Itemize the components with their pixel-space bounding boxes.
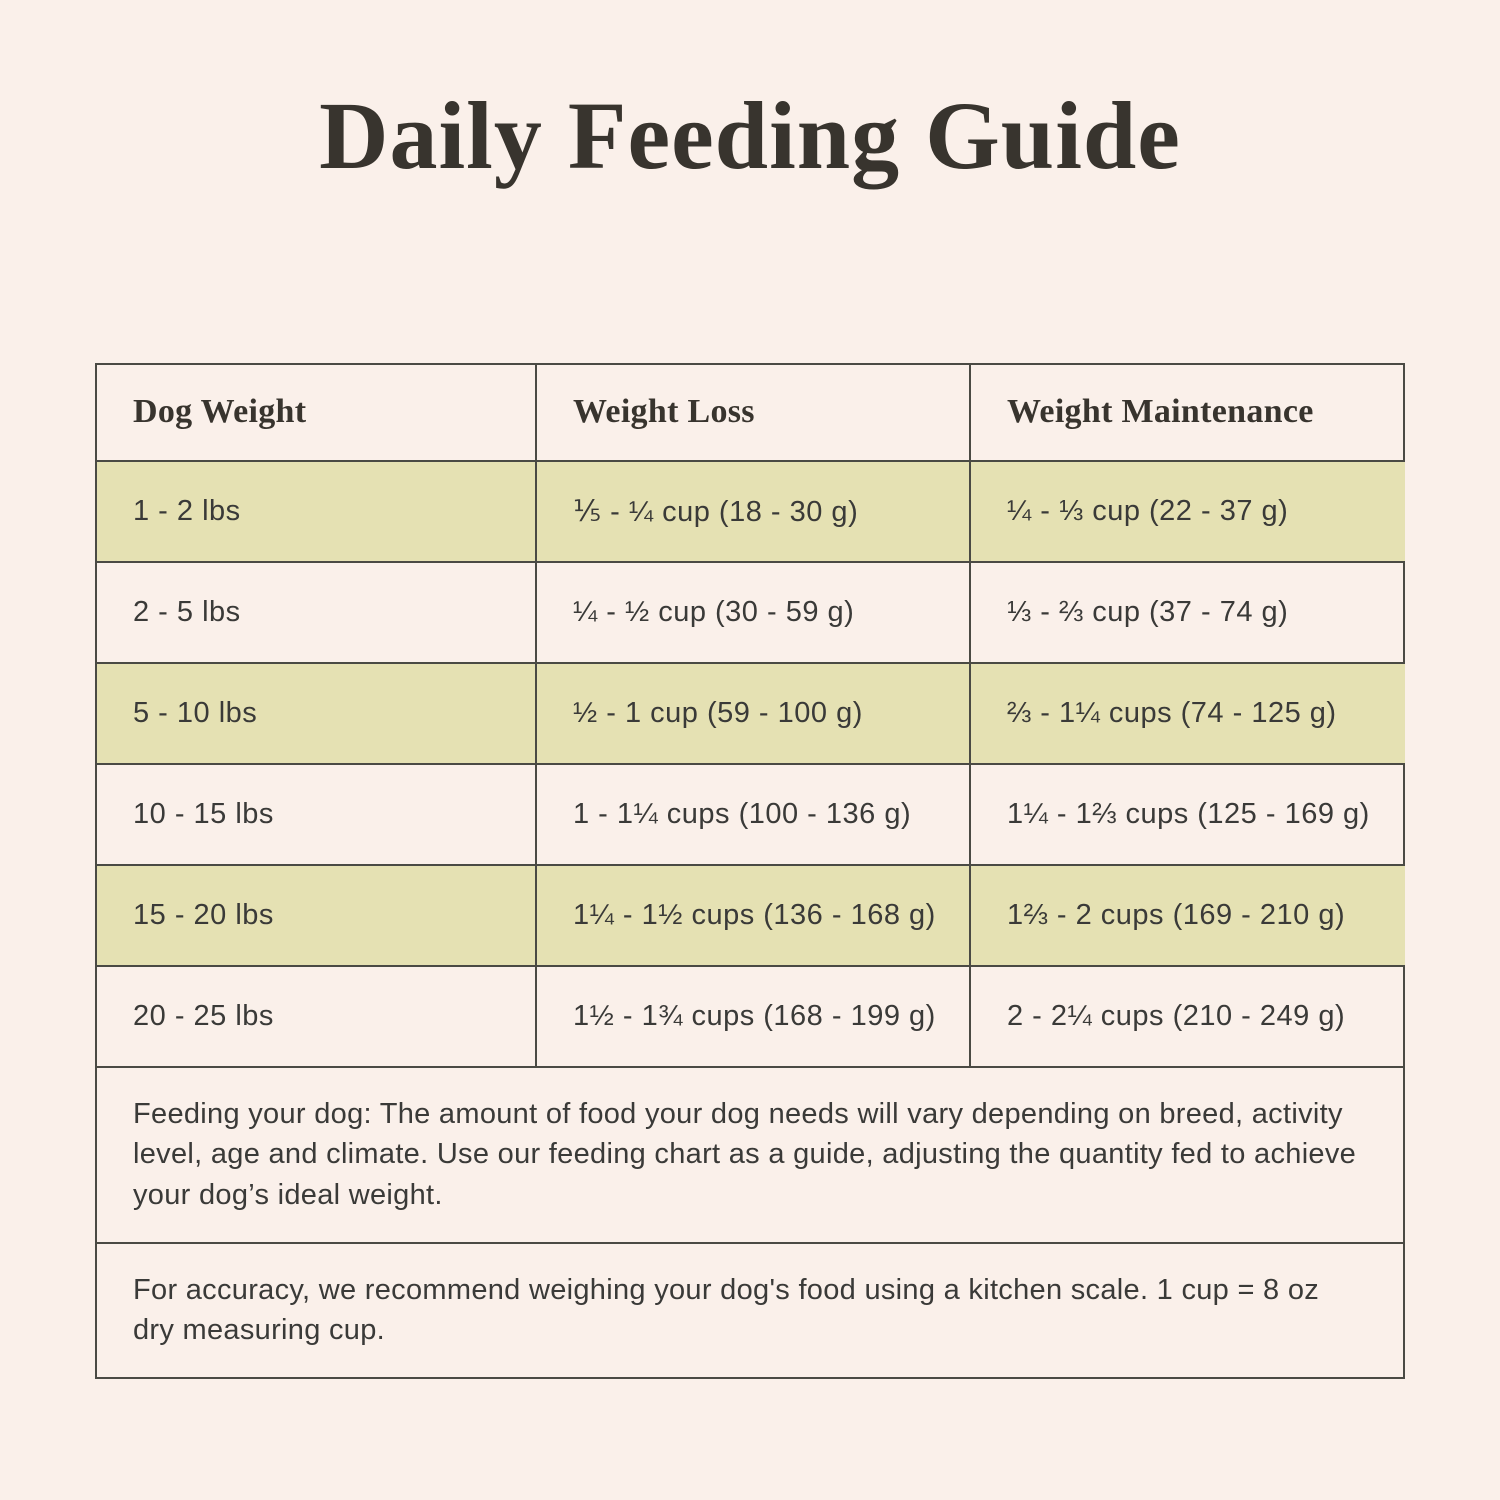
table-row: 10 - 15 lbs 1 - 1¼ cups (100 - 136 g) 1¼… [97,762,1405,864]
table-row: 5 - 10 lbs ½ - 1 cup (59 - 100 g) ⅔ - 1¼… [97,661,1405,763]
weight-loss-cell: 1 - 1¼ cups (100 - 136 g) [535,764,969,864]
weight-loss-cell: 1¼ - 1½ cups (136 - 168 g) [535,865,969,965]
table-row: 15 - 20 lbs 1¼ - 1½ cups (136 - 168 g) 1… [97,863,1405,965]
weight-maintenance-cell: 1⅔ - 2 cups (169 - 210 g) [969,865,1405,965]
dog-weight-cell: 10 - 15 lbs [133,797,274,830]
table-header-row: Dog Weight Weight Loss Weight Maintenanc… [97,364,1405,460]
column-header-weight-maintenance: Weight Maintenance [969,364,1405,460]
table-row: 2 - 5 lbs ¼ - ½ cup (30 - 59 g) ⅓ - ⅔ cu… [97,560,1405,662]
page-title: Daily Feeding Guide [319,82,1181,189]
column-header-dog-weight: Dog Weight [133,393,307,431]
dog-weight-cell: 1 - 2 lbs [97,461,535,561]
dog-weight-cell: 20 - 25 lbs [133,999,274,1032]
column-header-weight-loss: Weight Loss [535,364,969,460]
weight-maintenance-cell: ¼ - ⅓ cup (22 - 37 g) [969,461,1405,561]
note-measuring-accuracy: For accuracy, we recommend weighing your… [97,1241,1403,1377]
weight-maintenance-cell: 1¼ - 1⅔ cups (125 - 169 g) [969,764,1405,864]
dog-weight-cell: 2 - 5 lbs [133,595,241,628]
weight-maintenance-cell: ⅓ - ⅔ cup (37 - 74 g) [969,562,1405,662]
weight-loss-cell: ⅕ - ¼ cup (18 - 30 g) [535,461,969,561]
weight-maintenance-cell: 2 - 2¼ cups (210 - 249 g) [969,966,1405,1066]
table-row: 20 - 25 lbs 1½ - 1¾ cups (168 - 199 g) 2… [97,964,1405,1066]
feeding-table: Dog Weight Weight Loss Weight Maintenanc… [95,362,1405,1379]
dog-weight-cell: 15 - 20 lbs [97,865,535,965]
weight-loss-cell: 1½ - 1¾ cups (168 - 199 g) [535,966,969,1066]
weight-maintenance-cell: ⅔ - 1¼ cups (74 - 125 g) [969,663,1405,763]
weight-loss-cell: ½ - 1 cup (59 - 100 g) [535,663,969,763]
weight-loss-cell: ¼ - ½ cup (30 - 59 g) [535,562,969,662]
table-row: 1 - 2 lbs ⅕ - ¼ cup (18 - 30 g) ¼ - ⅓ cu… [97,459,1405,561]
dog-weight-cell: 5 - 10 lbs [97,663,535,763]
note-feeding-guidance: Feeding your dog: The amount of food you… [97,1065,1403,1242]
